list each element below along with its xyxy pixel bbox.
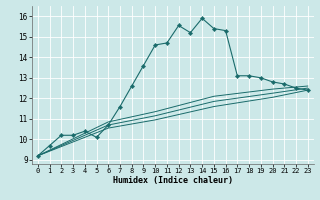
X-axis label: Humidex (Indice chaleur): Humidex (Indice chaleur) <box>113 176 233 185</box>
